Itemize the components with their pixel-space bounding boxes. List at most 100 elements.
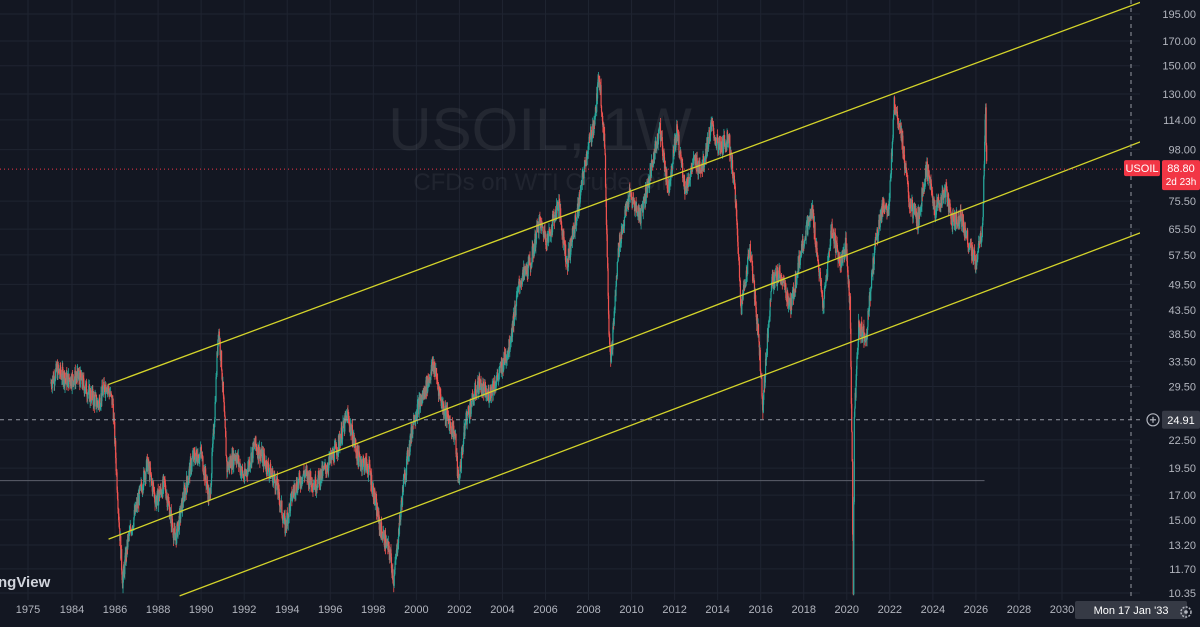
candle-body [772,274,774,287]
candle-body [929,180,932,189]
candle-body [964,228,966,237]
candle-body [498,366,501,373]
candle-body [238,455,240,466]
candle-body [872,258,875,270]
candle-body [834,233,836,248]
time-axis[interactable]: 1975 1984 1986 1988 1990 1992 1994 1996 1998 2000… [0,600,1200,627]
candle-body [297,481,299,493]
candle-body [984,141,986,165]
trend-channel[interactable] [108,0,1170,597]
candle-body [746,274,748,277]
candle-body [60,373,62,375]
candle-body [70,376,72,386]
candle-body [456,452,458,457]
candle-body [499,366,501,368]
candle-body [885,205,887,207]
time-tick-label: 1988 [146,604,170,616]
candle-body [127,536,129,548]
candle-body [802,238,804,247]
candle-body [677,133,680,135]
candle-body [899,123,901,128]
channel-line-middle[interactable] [108,129,1170,540]
candle-body [464,422,467,426]
candle-body [400,509,402,520]
time-tick-label: 2002 [447,604,471,616]
candle-body [497,374,500,380]
candle-body [817,261,819,263]
candle-body [709,132,711,141]
candle-body [933,198,935,209]
time-axis-panel[interactable] [0,600,1200,627]
candle-body [708,130,710,138]
candle-body [498,372,500,375]
candle-body [200,450,203,457]
settings-gear-icon[interactable] [1180,606,1192,618]
candle-body [601,111,603,114]
candle-body [294,484,296,496]
candle-body [502,365,505,372]
candle-body [223,395,225,403]
candle-body [827,257,829,262]
candle-body [893,97,896,109]
price-axis-panel[interactable] [1140,0,1200,627]
candle-body [395,558,397,561]
candle-body [270,472,273,475]
candle-body [77,368,79,378]
candle-body [147,463,149,471]
candle-body [672,149,674,164]
candle-body [405,473,407,481]
candle-body [319,481,322,486]
candle-body [747,257,749,275]
candle-body [530,266,532,270]
candle-body [753,278,755,281]
candle-body [749,244,751,258]
candle-body [304,473,306,477]
candle-body [889,180,891,199]
candle-body [102,388,104,396]
candle-body [281,515,283,520]
candle-body [691,165,693,168]
candle-body [258,455,260,459]
candle-body [98,400,100,407]
price-tick-label: 38.50 [1168,329,1196,341]
candle-body [118,522,120,529]
candle-body [949,208,951,212]
candle-body [278,485,280,489]
candle-body [437,379,439,385]
candle-body [446,407,449,414]
candle-body [677,133,679,142]
candle-body [905,168,908,175]
price-axis[interactable]: 195.00 170.00 150.00 130.00 114.00 98.00 75.50… [1140,0,1200,627]
candle-body [847,266,849,277]
candle-body [94,396,96,407]
candle-body [573,228,575,230]
channel-line-lower[interactable] [179,221,1170,597]
candle-body [191,455,194,458]
candle-body [303,470,305,474]
candle-body [640,208,642,224]
candle-body [716,134,719,142]
channel-line-upper[interactable] [108,0,1149,386]
candle-body [615,275,618,286]
candle-body [493,381,495,389]
candle-body [944,192,946,198]
candle-body [355,453,358,455]
candle-body [647,183,649,193]
candle-body [972,246,974,255]
add-alert-icon[interactable] [1146,413,1160,427]
candle-body [324,463,327,469]
candle-body [717,144,720,154]
candle-body [548,229,550,236]
candle-body [742,284,745,293]
candle-body [962,220,965,226]
candle-body [820,279,822,292]
candle-body [397,528,400,544]
candle-body [407,458,409,461]
candle-body [360,462,362,467]
candle-body [434,373,436,377]
candle-body [219,340,221,356]
candle-body [800,244,803,256]
candle-body [67,373,70,388]
